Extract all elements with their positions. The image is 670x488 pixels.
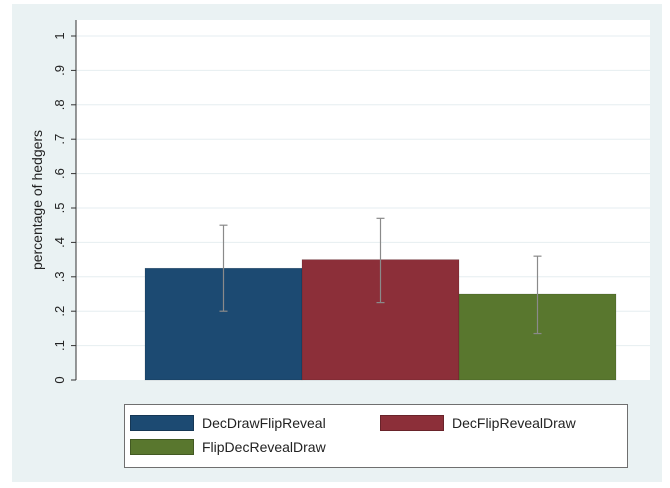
legend-label: DecFlipRevealDraw (452, 415, 576, 431)
y-tick-label: .1 (52, 340, 67, 351)
y-tick-label: .4 (52, 237, 67, 248)
legend: DecDrawFlipReveal DecFlipRevealDraw Flip… (124, 404, 628, 468)
y-tick-label: 1 (52, 32, 67, 39)
y-tick-label: .7 (52, 134, 67, 145)
chart-figure: 0 .1 .2 .3 .4 .5 .6 .7 .8 .9 1 percentage of hedge… (12, 4, 662, 482)
y-tick-label: .6 (52, 168, 67, 179)
legend-swatch (130, 439, 194, 455)
legend-item-flipdecrevealdraw: FlipDecRevealDraw (130, 439, 326, 455)
legend-item-decfliprevealdraw: DecFlipRevealDraw (380, 415, 576, 431)
legend-label: FlipDecRevealDraw (202, 439, 326, 455)
y-tick-label: .8 (52, 99, 67, 110)
y-tick-label: 0 (52, 376, 67, 383)
y-tick-label: .9 (52, 65, 67, 76)
error-bars (219, 217, 542, 335)
y-ticks: 0 .1 .2 .3 .4 .5 .6 .7 .8 .9 1 (52, 32, 76, 384)
y-tick-label: .3 (52, 271, 67, 282)
bar-chart: 0 .1 .2 .3 .4 .5 .6 .7 .8 .9 1 percentage of hedge… (29, 20, 650, 384)
legend-label: DecDrawFlipReveal (202, 415, 326, 431)
y-tick-label: .5 (52, 203, 67, 214)
legend-item-decdrawflipreveal: DecDrawFlipReveal (130, 415, 326, 431)
y-axis-title: percentage of hedgers (29, 130, 45, 270)
y-tick-label: .2 (52, 306, 67, 317)
legend-swatch (380, 415, 444, 431)
legend-swatch (130, 415, 194, 431)
